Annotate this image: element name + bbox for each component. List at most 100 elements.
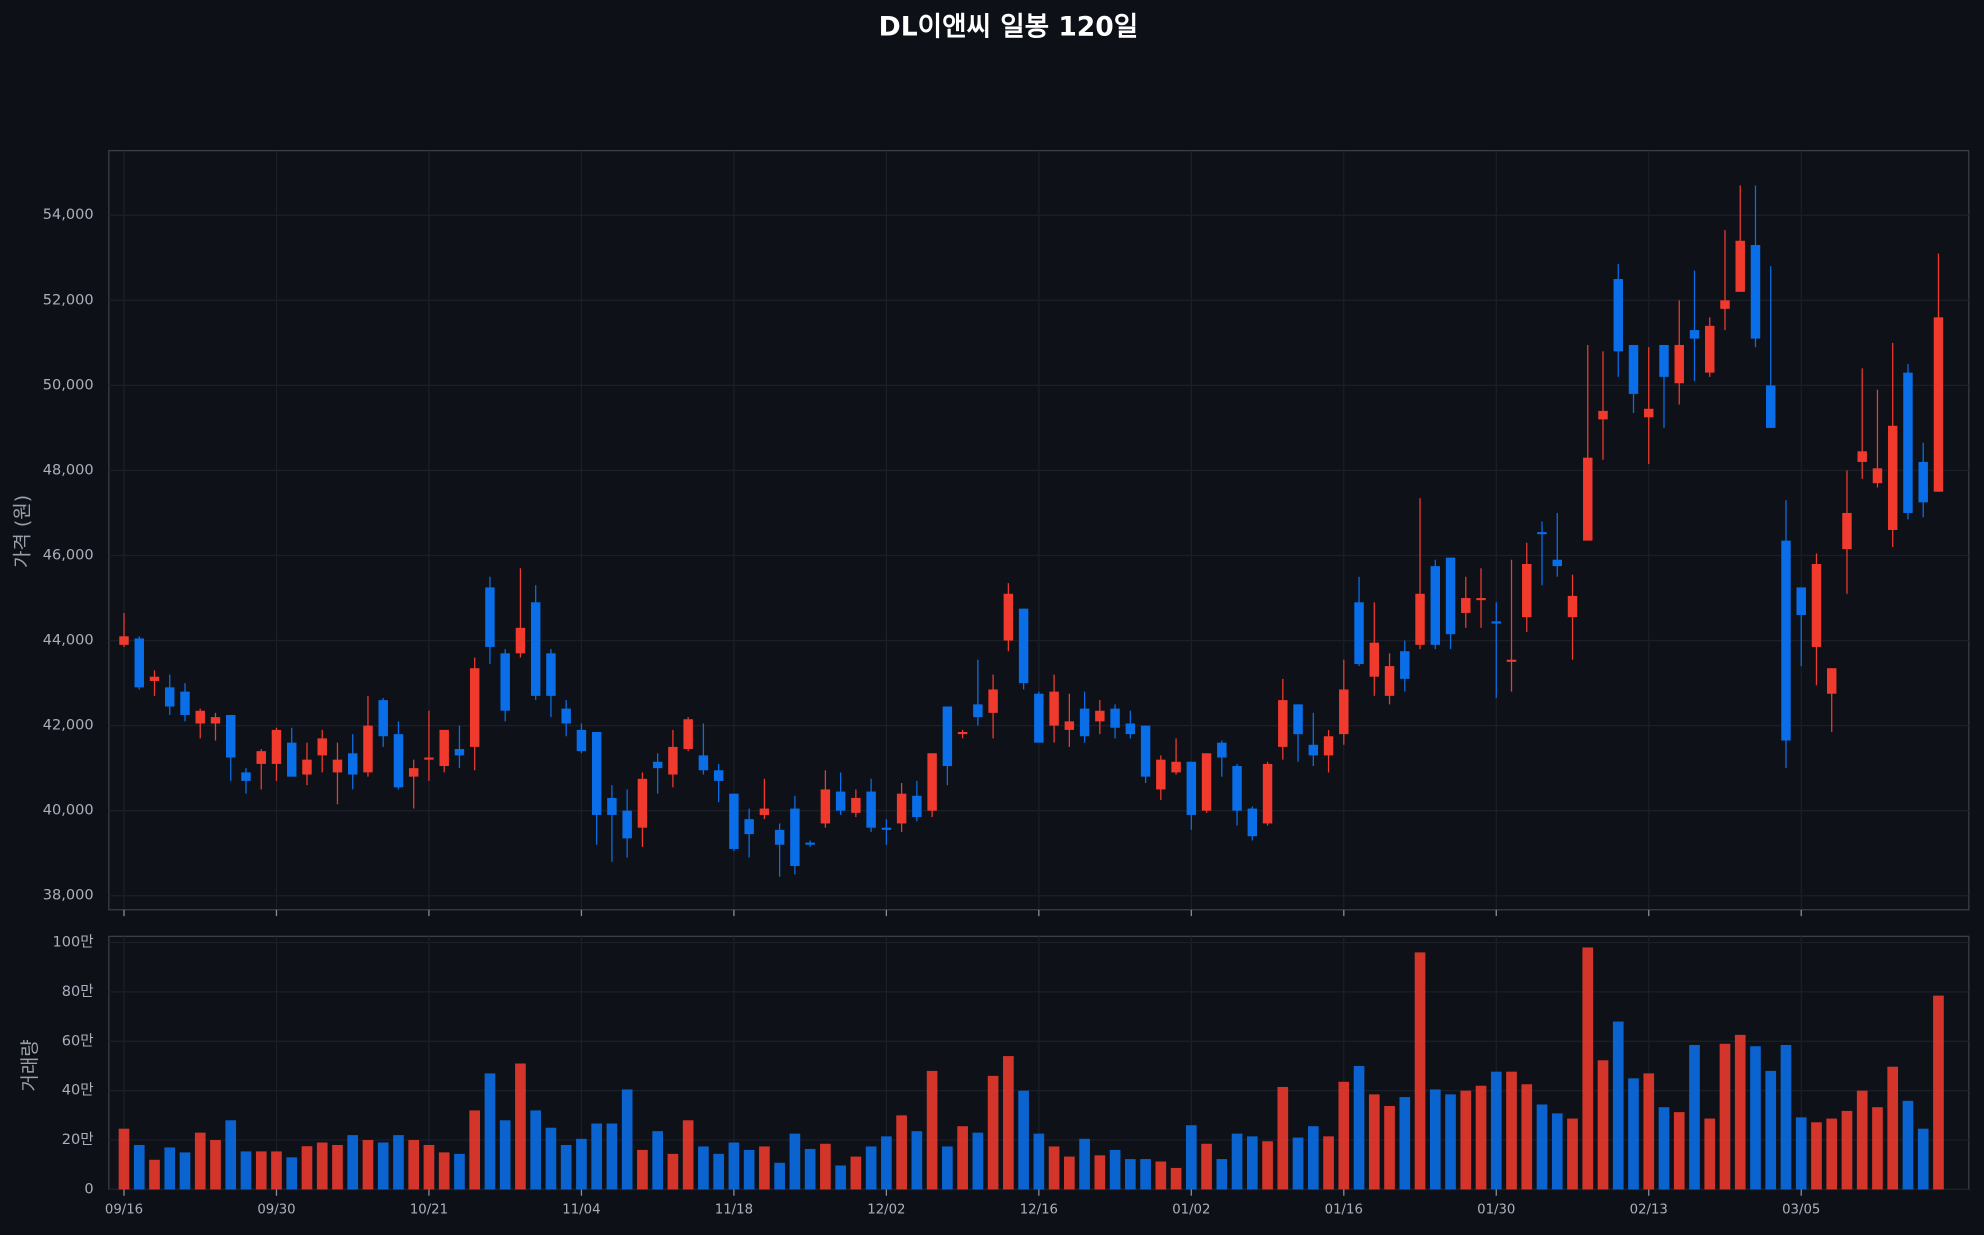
- candle-body: [1796, 587, 1806, 616]
- candle-body: [424, 757, 434, 760]
- candle-body: [805, 842, 815, 845]
- candle-body: [256, 751, 266, 764]
- volume-bar: [1384, 1105, 1395, 1190]
- volume-bar: [713, 1153, 724, 1190]
- volume-bar: [286, 1157, 298, 1190]
- volume-bar: [1628, 1078, 1639, 1190]
- candle-body: [1049, 691, 1059, 726]
- volume-bar: [789, 1133, 801, 1190]
- volume-bar: [1246, 1136, 1258, 1190]
- volume-bar: [1551, 1113, 1563, 1190]
- volume-bar: [1597, 1060, 1609, 1190]
- candle-body: [1293, 704, 1303, 735]
- candle-body: [927, 753, 937, 811]
- y-tick-label: 52,000: [43, 291, 94, 308]
- volume-bar: [576, 1138, 587, 1190]
- volume-bar: [850, 1156, 862, 1190]
- volume-bar: [316, 1142, 328, 1190]
- volume-bar: [347, 1135, 359, 1190]
- x-tick-label: 01/02: [1172, 1203, 1210, 1218]
- candle-body: [1018, 608, 1029, 684]
- volume-bar: [499, 1120, 511, 1190]
- volume-bar: [926, 1070, 938, 1190]
- candle-body: [1430, 566, 1441, 645]
- candle-body: [1598, 410, 1608, 420]
- volume-bar: [637, 1149, 648, 1190]
- volume-bar: [210, 1140, 221, 1190]
- volume-bar: [149, 1159, 160, 1190]
- x-tick-label: 12/16: [1020, 1203, 1058, 1218]
- volume-bar: [1643, 1073, 1655, 1190]
- volume-bar: [1048, 1146, 1060, 1190]
- y-tick-label: 42,000: [43, 717, 94, 734]
- candle-body: [622, 810, 632, 839]
- volume-bar: [698, 1146, 709, 1190]
- volume-bar: [1917, 1128, 1929, 1190]
- volume-bar: [1155, 1161, 1167, 1190]
- candle-body: [363, 725, 373, 773]
- volume-bar: [164, 1147, 176, 1190]
- volume-bar: [1292, 1137, 1304, 1190]
- candle-body: [271, 729, 282, 764]
- candle-body: [378, 700, 388, 737]
- volume-bar: [942, 1146, 953, 1190]
- candle-body: [1140, 725, 1151, 777]
- y-tick-label: 38,000: [43, 887, 94, 904]
- volume-bar: [1216, 1159, 1228, 1190]
- volume-bar: [1704, 1118, 1716, 1190]
- candle-body: [1003, 593, 1014, 641]
- y-tick-label: 48,000: [43, 461, 94, 478]
- candle-body: [1674, 344, 1684, 384]
- volume-bar: [1079, 1138, 1090, 1190]
- volume-tick-label: 40만: [62, 1082, 94, 1099]
- volume-bar: [1765, 1070, 1777, 1190]
- candle-body: [988, 689, 998, 713]
- candle-body: [408, 768, 419, 777]
- volume-bar: [1536, 1104, 1548, 1190]
- candle-body: [1903, 372, 1913, 513]
- candle-body: [1766, 385, 1776, 428]
- volume-bar: [1064, 1156, 1075, 1190]
- candle-body: [180, 691, 190, 715]
- volume-bar: [1399, 1097, 1411, 1190]
- candle-body: [134, 638, 144, 688]
- candle-body: [1384, 666, 1395, 696]
- volume-bar: [1780, 1044, 1792, 1190]
- volume-bar: [881, 1136, 892, 1190]
- volume-bar: [621, 1089, 633, 1190]
- volume-bar: [1887, 1066, 1899, 1190]
- candle-body: [1583, 457, 1593, 541]
- volume-bar: [408, 1140, 420, 1190]
- candle-body: [515, 627, 526, 654]
- candle-body: [1750, 245, 1761, 339]
- volume-bar: [591, 1123, 603, 1190]
- candle-body: [469, 668, 480, 747]
- volume-bar: [759, 1146, 770, 1190]
- candle-body: [1857, 451, 1867, 462]
- candle-body: [1247, 808, 1258, 837]
- x-tick-label: 01/16: [1325, 1203, 1363, 1218]
- volume-bar: [393, 1135, 404, 1190]
- volume-bar: [1231, 1133, 1243, 1190]
- candle-body: [561, 708, 571, 724]
- candle-body: [683, 719, 693, 750]
- y-tick-label: 46,000: [43, 547, 94, 564]
- candle-body: [1125, 723, 1136, 735]
- volume-bar: [1124, 1159, 1136, 1190]
- volume-bar: [896, 1115, 907, 1190]
- volume-bar: [515, 1063, 526, 1190]
- volume-bar: [682, 1120, 694, 1190]
- candle-body: [1552, 559, 1562, 567]
- candle-body: [668, 746, 678, 775]
- candle-body: [1537, 532, 1547, 535]
- candle-body: [210, 717, 221, 724]
- candle-body: [1201, 753, 1212, 811]
- candle-body: [226, 714, 236, 758]
- volume-bar: [1475, 1085, 1487, 1190]
- candle-body: [1156, 759, 1166, 790]
- candle-body: [866, 791, 876, 828]
- candle-body: [149, 676, 160, 681]
- candle-body: [1323, 736, 1334, 756]
- volume-bar: [1582, 947, 1594, 1190]
